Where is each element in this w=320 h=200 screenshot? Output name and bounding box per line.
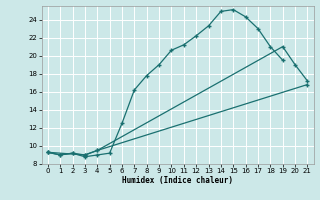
- X-axis label: Humidex (Indice chaleur): Humidex (Indice chaleur): [122, 176, 233, 185]
